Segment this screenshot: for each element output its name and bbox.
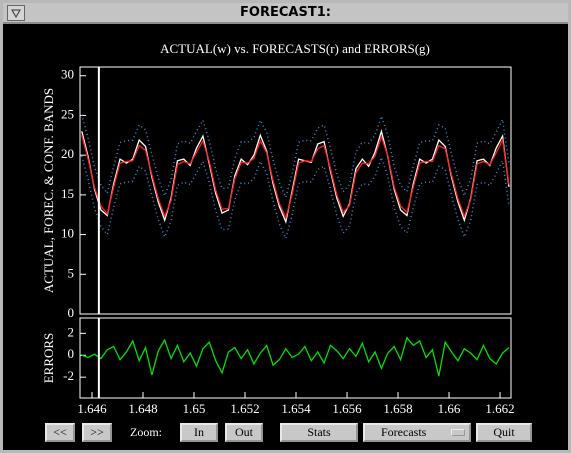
series-line <box>81 134 510 220</box>
y-tick-label: 0 <box>68 305 75 320</box>
zoom-label: Zoom: <box>130 425 162 439</box>
x-tick-label: 1.662 <box>485 401 514 416</box>
plot-frame <box>79 317 512 399</box>
y-tick-label: 15 <box>61 186 74 201</box>
menu-label: Forecasts <box>381 425 427 439</box>
zoom-in-button[interactable]: In <box>180 423 218 442</box>
plot-frame <box>79 66 512 315</box>
chart-title: ACTUAL(w) vs. FORECASTS(r) and ERRORS(g) <box>160 41 430 56</box>
title-bar: FORECAST1: <box>3 3 568 24</box>
series-line <box>81 128 510 225</box>
series-line <box>81 113 510 200</box>
forecasts-menu[interactable]: Forecasts <box>363 423 471 442</box>
nav-back-button[interactable]: << <box>45 423 75 442</box>
nav-forward-button[interactable]: >> <box>82 423 112 442</box>
y-axis-label: ACTUAL, FOREC. & CONF. BANDS <box>41 88 56 293</box>
window-title: FORECAST1: <box>240 5 331 20</box>
x-tick-label: 1.652 <box>230 401 259 416</box>
y-tick-label: 20 <box>61 146 74 161</box>
quit-button[interactable]: Quit <box>476 423 532 442</box>
y-tick-label: 25 <box>61 106 74 121</box>
stats-button[interactable]: Stats <box>280 423 358 442</box>
series-line <box>81 155 510 241</box>
menu-icon <box>11 9 21 19</box>
x-tick-label: 1.66 <box>438 401 461 416</box>
y-tick-label: 30 <box>61 67 74 82</box>
y-tick-label: -2 <box>63 368 74 383</box>
y-tick-label: 10 <box>61 226 74 241</box>
zoom-out-button[interactable]: Out <box>225 423 263 442</box>
x-tick-label: 1.646 <box>77 401 107 416</box>
y-axis-label: ERRORS <box>41 333 56 384</box>
y-tick-label: 0 <box>68 346 75 361</box>
dropdown-indicator <box>451 429 465 436</box>
x-tick-label: 1.65 <box>183 401 206 416</box>
y-tick-label: 5 <box>68 265 75 280</box>
x-tick-label: 1.658 <box>383 401 412 416</box>
window-menu[interactable] <box>7 5 25 21</box>
y-tick-label: 2 <box>68 324 75 339</box>
series-line <box>81 336 510 377</box>
x-tick-label: 1.656 <box>332 401 362 416</box>
x-tick-label: 1.654 <box>281 401 311 416</box>
x-tick-label: 1.648 <box>128 401 157 416</box>
